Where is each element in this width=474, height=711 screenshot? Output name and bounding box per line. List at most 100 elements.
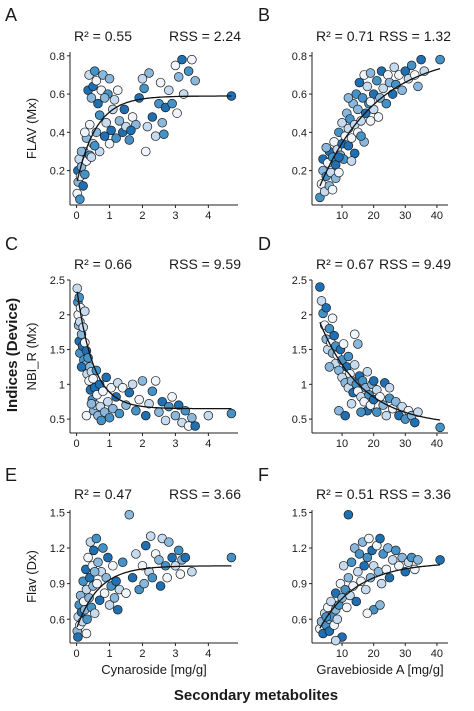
- y-tick-label: 0.5: [292, 414, 307, 426]
- data-point: [356, 407, 366, 417]
- data-point: [106, 383, 116, 393]
- data-point: [101, 372, 111, 383]
- data-point: [101, 118, 111, 128]
- data-point: [353, 339, 363, 349]
- data-point: [354, 77, 365, 88]
- data-point: [365, 96, 376, 107]
- data-point: [75, 194, 85, 205]
- data-point: [104, 412, 115, 423]
- panel-letter: E: [5, 465, 17, 485]
- panel-letter: D: [258, 234, 271, 254]
- data-point: [378, 83, 388, 94]
- data-point: [86, 152, 97, 162]
- data-point: [141, 410, 151, 421]
- data-point: [416, 54, 426, 65]
- data-point: [83, 552, 93, 563]
- data-point: [98, 386, 108, 397]
- data-point: [337, 118, 347, 128]
- r-squared-label: R² = 0.51: [316, 486, 374, 502]
- data-point: [338, 561, 349, 571]
- data-point: [91, 75, 102, 86]
- data-point: [372, 75, 382, 86]
- data-point: [139, 578, 149, 589]
- data-point: [99, 131, 110, 141]
- data-point: [104, 139, 115, 149]
- x-tick-label: 3: [172, 210, 178, 222]
- data-point: [104, 74, 115, 84]
- data-point: [96, 415, 107, 426]
- data-point: [391, 545, 401, 556]
- x-tick-label: 40: [431, 648, 443, 660]
- data-point: [343, 93, 354, 103]
- data-point: [343, 572, 354, 583]
- data-point: [144, 68, 154, 78]
- data-point: [354, 549, 365, 559]
- data-point: [91, 533, 102, 544]
- y-axis-title: Flav (Dx): [24, 550, 39, 603]
- y-tick-label: 0.8: [50, 51, 65, 63]
- data-point: [384, 383, 395, 393]
- data-point: [187, 54, 197, 65]
- data-point: [183, 66, 194, 76]
- data-point: [397, 85, 407, 95]
- data-point: [89, 566, 100, 577]
- data-point: [324, 362, 335, 372]
- data-point: [109, 95, 120, 105]
- data-point: [359, 561, 369, 571]
- x-tick-label: 1: [106, 648, 112, 660]
- data-point: [121, 588, 131, 598]
- figure-x-title: Secondary metabolites: [174, 687, 338, 704]
- data-point: [334, 405, 344, 416]
- data-point: [147, 386, 158, 397]
- x-tick-label: 2: [139, 648, 145, 660]
- data-point: [329, 330, 339, 341]
- y-tick-label: 1.5: [292, 507, 307, 519]
- x-tick-label: 4: [205, 648, 211, 660]
- x-tick-label: 2: [139, 210, 145, 222]
- data-point: [353, 104, 363, 115]
- y-tick-label: 1: [301, 379, 307, 391]
- data-point: [147, 112, 158, 122]
- data-point: [342, 602, 352, 613]
- data-point: [190, 421, 200, 431]
- panel-d: D R² = 0.67 RSS = 9.49 10 20 30 40 0.5 1 1.5 2 2.5: [258, 234, 451, 450]
- x-tick-label: 10: [336, 438, 348, 450]
- data-point: [145, 531, 156, 541]
- data-point: [375, 533, 385, 544]
- data-point: [111, 133, 121, 143]
- data-point: [159, 129, 169, 139]
- data-point: [351, 596, 362, 607]
- data-point: [82, 614, 92, 624]
- data-point: [104, 600, 115, 610]
- data-point: [99, 588, 110, 598]
- scatter-points: [72, 54, 237, 205]
- data-point: [99, 93, 110, 103]
- panel-c: C R² = 0.66 RSS = 9.59 0 1 2 3 4 0.5 1 1.5 2 2.5 NBI_…: [5, 234, 241, 450]
- data-point: [413, 81, 423, 92]
- data-point: [167, 552, 177, 563]
- y-tick-label: 0.5: [50, 414, 65, 426]
- y-tick-label: 0.9: [292, 579, 307, 591]
- fit-curve: [76, 291, 232, 410]
- data-point: [315, 282, 325, 292]
- y-tick-label: 0.4: [292, 127, 307, 139]
- data-point: [356, 116, 366, 126]
- scatter-points: [72, 510, 237, 642]
- data-point: [187, 412, 197, 423]
- data-point: [124, 135, 135, 145]
- data-point: [155, 77, 166, 88]
- data-point: [321, 303, 331, 313]
- rss-label: RSS = 3.36: [379, 486, 451, 502]
- data-point: [383, 543, 393, 553]
- data-point: [85, 119, 95, 130]
- rss-label: RSS = 2.24: [169, 28, 241, 44]
- data-point: [381, 98, 392, 109]
- y-tick-label: 2: [59, 310, 65, 322]
- r-squared-label: R² = 0.71: [316, 28, 374, 44]
- scatter-points: [315, 510, 445, 646]
- data-point: [364, 533, 374, 544]
- data-point: [357, 93, 368, 103]
- panel-a: A R² = 0.55 RSS = 2.24 0 1 2 3 4 0.2 0.4 0.6 0.8 FLA…: [5, 5, 241, 222]
- x-tick-label: 20: [368, 210, 380, 222]
- y-tick-label: 2.5: [292, 275, 307, 287]
